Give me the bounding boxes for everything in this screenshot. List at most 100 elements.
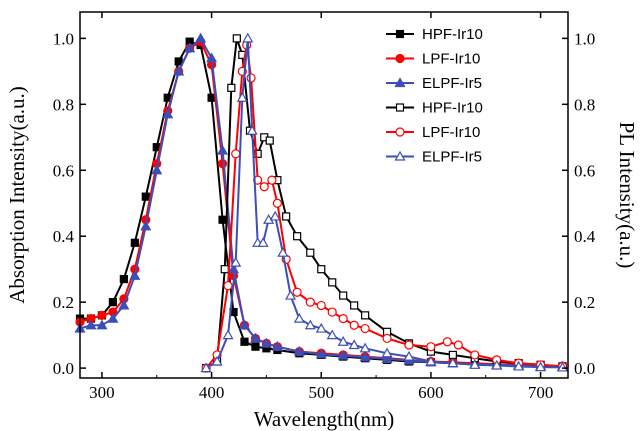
series-line <box>79 40 563 368</box>
data-point <box>382 333 392 344</box>
legend-swatch-marker <box>395 29 405 39</box>
data-point <box>174 57 183 66</box>
legend-entry: LPF-Ir10 <box>386 51 480 68</box>
data-point <box>277 246 289 257</box>
data-point <box>173 65 185 76</box>
data-point <box>337 349 349 360</box>
legend-swatch-marker <box>394 150 406 161</box>
data-point <box>130 238 139 247</box>
data-point <box>337 336 349 346</box>
x-tick-label: 600 <box>418 383 444 402</box>
data-point <box>141 192 150 201</box>
data-point <box>556 361 569 372</box>
data-point <box>151 164 163 175</box>
legend-entry: HPF-Ir10 <box>386 100 483 117</box>
data-point <box>349 320 359 330</box>
data-point <box>293 312 305 323</box>
y-tick-label-right: 0.0 <box>574 359 595 378</box>
y-tick-label-right: 0.6 <box>574 161 595 180</box>
data-point <box>260 337 272 348</box>
data-point <box>238 319 251 330</box>
data-point <box>282 212 291 221</box>
data-point <box>361 311 370 320</box>
data-point <box>211 355 223 366</box>
y-axis-title-right: PL Intensity(a.u.) <box>615 122 639 269</box>
legend-label: HPF-Ir10 <box>422 100 483 117</box>
legend-swatch-marker <box>394 77 406 88</box>
data-point <box>231 149 241 159</box>
legend-label: LPF-Ir10 <box>422 51 480 68</box>
legend-entry: LPF-Ir10 <box>386 124 480 141</box>
data-point <box>240 337 249 346</box>
legend-swatch-marker <box>395 103 405 112</box>
data-point <box>108 298 117 307</box>
legend-label: LPF-Ir10 <box>422 124 480 141</box>
data-point <box>360 323 370 334</box>
data-point <box>317 265 326 274</box>
data-point <box>218 215 227 224</box>
y-tick-label-right: 0.8 <box>574 95 595 114</box>
data-point <box>304 319 316 330</box>
series-line <box>80 40 563 368</box>
series-layer <box>74 32 569 373</box>
data-point <box>327 307 337 317</box>
series-pl-5 <box>200 32 569 373</box>
x-tick-label: 500 <box>309 383 335 402</box>
legend-entry: ELPF-Ir5 <box>386 149 482 166</box>
y-tick-label-right: 1.0 <box>574 29 595 48</box>
data-point <box>326 329 338 340</box>
x-tick-label: 700 <box>528 383 554 402</box>
legend-label: ELPF-Ir5 <box>422 75 482 92</box>
data-point <box>246 73 256 83</box>
data-point <box>293 232 302 241</box>
data-point <box>206 52 218 63</box>
data-point <box>220 265 229 274</box>
data-point <box>315 322 327 333</box>
data-point <box>305 297 315 307</box>
legend-entry: ELPF-Ir5 <box>386 75 482 92</box>
data-point <box>249 332 261 343</box>
data-point <box>328 278 337 287</box>
legend-entry: HPF-Ir10 <box>386 26 483 43</box>
data-point <box>259 182 269 192</box>
data-point <box>315 348 327 359</box>
series-pl-3 <box>202 34 567 373</box>
legend-swatch-marker <box>395 127 405 137</box>
data-point <box>265 136 274 145</box>
data-point <box>453 340 463 350</box>
data-point <box>426 342 436 352</box>
data-point <box>269 210 281 221</box>
data-point <box>403 350 415 361</box>
data-point <box>162 108 174 119</box>
data-point <box>184 42 196 53</box>
plot-frame <box>79 11 569 379</box>
series-line <box>205 37 563 369</box>
data-point <box>227 83 236 92</box>
data-point <box>306 248 315 257</box>
legend-label: HPF-Ir10 <box>422 26 483 43</box>
data-point <box>338 314 348 324</box>
legend-swatch-marker <box>395 53 405 64</box>
data-point <box>251 342 260 351</box>
data-point <box>217 144 229 155</box>
data-point <box>232 34 241 43</box>
data-point <box>292 287 302 297</box>
data-point <box>469 359 481 369</box>
axes-layer: 300 400 500 600 700 0.0 0.0 0.2 0.2 0.4 0.4 0.6 0.6 0… <box>53 12 596 402</box>
data-point <box>271 340 283 351</box>
data-point <box>425 355 437 366</box>
data-point <box>448 350 457 360</box>
y-tick-label-right: 0.2 <box>574 293 595 312</box>
data-point <box>442 337 452 347</box>
series-line <box>205 37 563 369</box>
data-point <box>107 312 119 323</box>
data-point <box>267 175 277 185</box>
series-line <box>205 44 563 369</box>
data-point <box>339 291 348 300</box>
data-point <box>96 319 108 330</box>
data-point <box>118 299 130 310</box>
data-point <box>222 329 234 340</box>
data-point <box>470 350 480 360</box>
data-point <box>272 198 282 208</box>
